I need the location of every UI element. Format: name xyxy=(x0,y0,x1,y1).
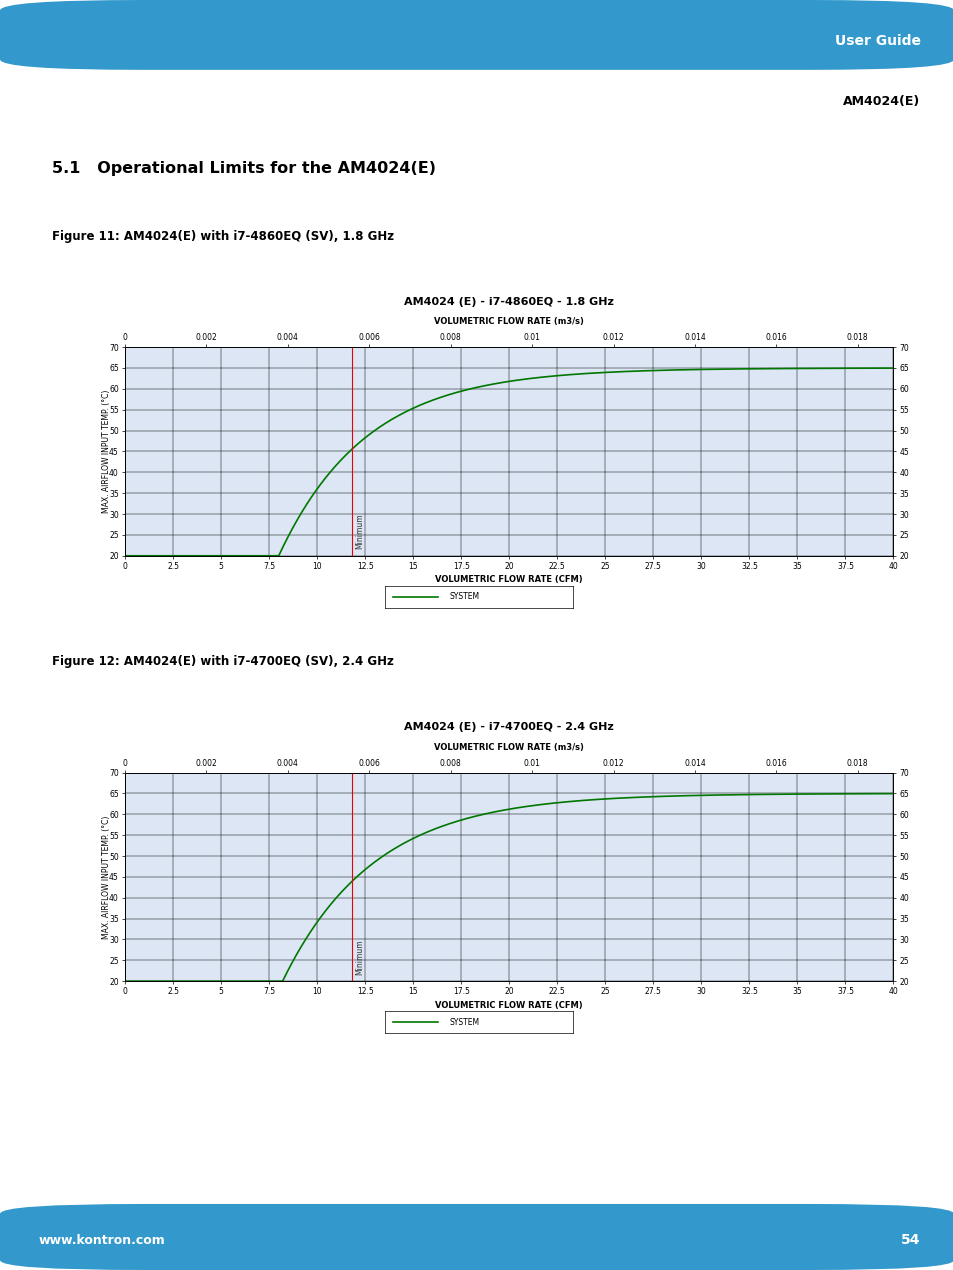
Text: 5.1   Operational Limits for the AM4024(E): 5.1 Operational Limits for the AM4024(E) xyxy=(52,161,436,175)
Text: VOLUMETRIC FLOW RATE (m3/s): VOLUMETRIC FLOW RATE (m3/s) xyxy=(434,318,583,326)
X-axis label: VOLUMETRIC FLOW RATE (CFM): VOLUMETRIC FLOW RATE (CFM) xyxy=(435,575,582,584)
Text: SYSTEM: SYSTEM xyxy=(449,593,479,602)
X-axis label: VOLUMETRIC FLOW RATE (CFM): VOLUMETRIC FLOW RATE (CFM) xyxy=(435,1001,582,1010)
Text: VOLUMETRIC FLOW RATE (m3/s): VOLUMETRIC FLOW RATE (m3/s) xyxy=(434,743,583,752)
FancyBboxPatch shape xyxy=(0,0,953,70)
Text: www.kontron.com: www.kontron.com xyxy=(38,1233,165,1247)
Text: AM4024 (E) - i7-4700EQ - 2.4 GHz: AM4024 (E) - i7-4700EQ - 2.4 GHz xyxy=(404,723,614,732)
Text: User Guide: User Guide xyxy=(834,33,920,47)
Text: Figure 11: AM4024(E) with i7-4860EQ (SV), 1.8 GHz: Figure 11: AM4024(E) with i7-4860EQ (SV)… xyxy=(52,230,395,243)
Text: Minimum: Minimum xyxy=(355,514,364,550)
Y-axis label: MAX. AIRFLOW INPUT TEMP. (°C): MAX. AIRFLOW INPUT TEMP. (°C) xyxy=(102,390,111,513)
FancyBboxPatch shape xyxy=(0,1204,953,1270)
Text: 54: 54 xyxy=(901,1233,920,1247)
Text: Minimum: Minimum xyxy=(355,940,364,975)
Text: AM4024 (E) - i7-4860EQ - 1.8 GHz: AM4024 (E) - i7-4860EQ - 1.8 GHz xyxy=(404,297,614,306)
Text: SYSTEM: SYSTEM xyxy=(449,1019,479,1027)
Text: AM4024(E): AM4024(E) xyxy=(842,95,920,108)
Text: Figure 12: AM4024(E) with i7-4700EQ (SV), 2.4 GHz: Figure 12: AM4024(E) with i7-4700EQ (SV)… xyxy=(52,655,394,668)
Y-axis label: MAX. AIRFLOW INPUT TEMP. (°C): MAX. AIRFLOW INPUT TEMP. (°C) xyxy=(102,815,111,939)
